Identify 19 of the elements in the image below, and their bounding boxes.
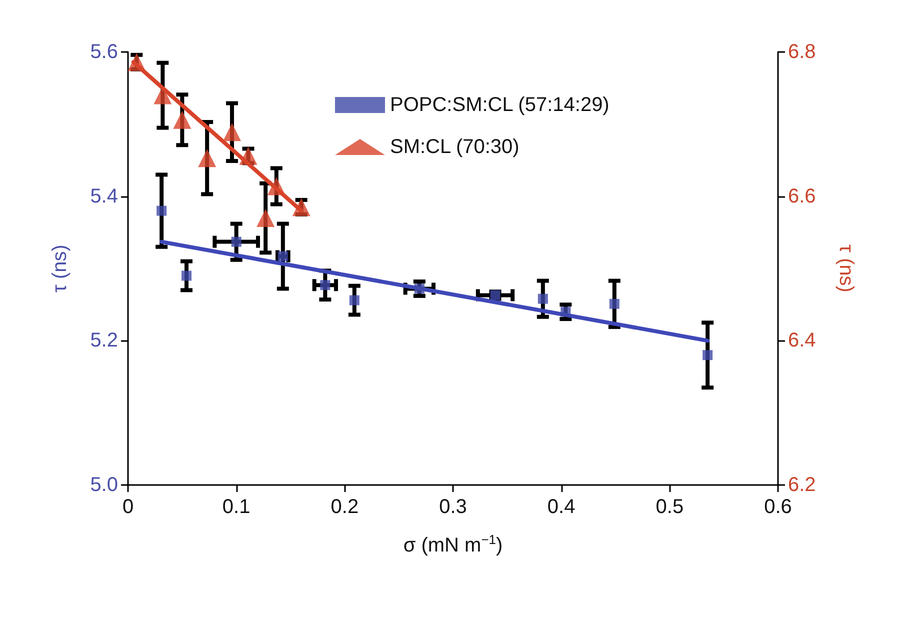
y2-tick-label: 6.2 bbox=[788, 474, 816, 496]
legend-label: SM:CL (70:30) bbox=[390, 136, 520, 158]
y-tick-label: 5.0 bbox=[90, 474, 118, 496]
x-tick-label: 0 bbox=[122, 496, 134, 518]
x-tick-label: 0.4 bbox=[547, 496, 576, 518]
x-tick-label: 0.6 bbox=[764, 496, 792, 518]
y2-tick-label: 6.6 bbox=[788, 185, 816, 208]
y-axis-title: τ (ns) bbox=[49, 244, 71, 292]
y-tick-label: 5.2 bbox=[90, 330, 118, 352]
x-tick-label: 0.2 bbox=[330, 496, 359, 518]
x-tick-label: 0.1 bbox=[222, 496, 250, 518]
y2-tick-label: 6.4 bbox=[788, 330, 816, 352]
x-tick-label: 0.5 bbox=[656, 496, 684, 518]
legend-label: POPC:SM:CL (57:14:29) bbox=[390, 94, 610, 116]
y-tick-label: 5.6 bbox=[90, 41, 118, 63]
x-tick-label: 0.3 bbox=[439, 496, 467, 518]
y2-tick-label: 6.8 bbox=[788, 41, 816, 63]
y2-axis-title: τ (ns) bbox=[835, 244, 857, 292]
y-tick-label: 5.4 bbox=[90, 185, 118, 208]
